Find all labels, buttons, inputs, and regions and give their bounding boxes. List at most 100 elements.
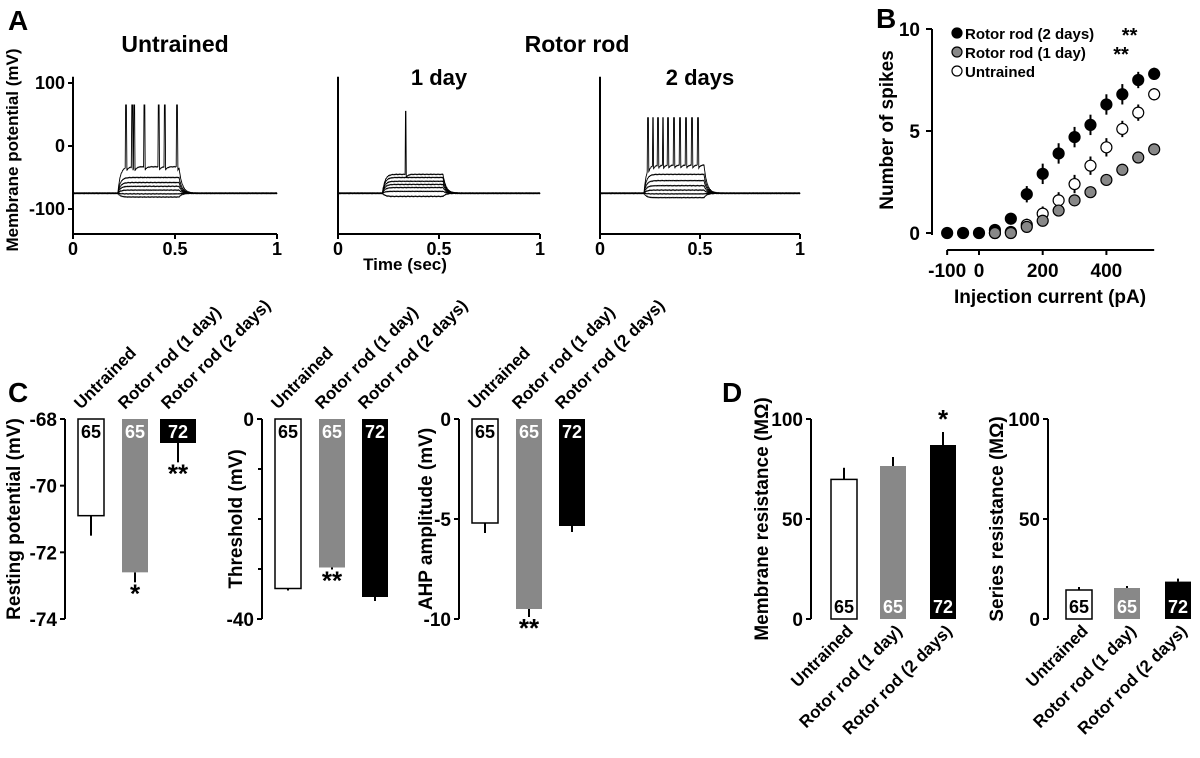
data-point (988, 226, 1002, 240)
y-tick-label: -68 (30, 410, 57, 431)
data-point (1084, 159, 1097, 172)
data-point (1068, 131, 1081, 144)
data-point (1036, 167, 1049, 180)
data-point (1004, 226, 1017, 240)
legend-marker (951, 27, 963, 39)
n-count-label: 65 (81, 422, 101, 442)
data-point (1068, 177, 1081, 191)
y-tick-label: 5 (909, 122, 920, 143)
n-count-label: 65 (1117, 597, 1137, 617)
x-tick-label: -100 (928, 261, 966, 282)
panel-label-d: D (722, 377, 742, 408)
voltage-trace (72, 176, 278, 195)
x-tick-label: 0.5 (687, 239, 712, 259)
data-point (1068, 194, 1081, 207)
y-axis-label: Membrane resistance (MΩ) (752, 397, 773, 640)
y-axis-label: AHP amplitude (mV) (416, 428, 437, 610)
data-point (1084, 118, 1097, 131)
n-count-label: 65 (519, 422, 539, 442)
x-tick-label: 0 (333, 239, 343, 259)
data-point (1052, 204, 1065, 217)
significance-stars: ** (519, 613, 540, 643)
n-label-background (160, 419, 196, 443)
n-count-label: 65 (125, 422, 145, 442)
data-point (972, 226, 986, 240)
x-tick-label: 200 (1027, 261, 1059, 282)
data-point (1132, 73, 1145, 87)
x-tick-label: 0 (974, 261, 985, 282)
bar (77, 418, 105, 517)
data-point (1052, 194, 1065, 207)
bar (1065, 589, 1093, 620)
y-axis-label: Threshold (mV) (226, 449, 247, 588)
data-point (1148, 143, 1161, 156)
voltage-trace (72, 104, 278, 195)
data-point (1020, 220, 1033, 233)
bar (274, 418, 302, 590)
voltage-trace (72, 181, 278, 195)
y-axis-label: Number of spikes (877, 50, 898, 209)
data-point (1116, 122, 1129, 136)
data-point (956, 226, 970, 240)
n-count-label: 65 (475, 422, 495, 442)
significance-stars: ** (1122, 25, 1138, 47)
bar (516, 419, 542, 609)
x-tick-label: 0.5 (162, 239, 187, 259)
data-point (1100, 98, 1113, 111)
y-tick-label: -74 (30, 610, 58, 631)
x-tick-label: 0.5 (426, 239, 451, 259)
y-tick-label: -70 (30, 477, 57, 498)
n-count-label: 72 (365, 422, 385, 442)
data-point (1132, 106, 1145, 119)
y-tick-label: -5 (434, 510, 451, 531)
trace-title: 1 day (411, 65, 468, 90)
rotor-rod-group-header: Rotor rod (525, 31, 630, 57)
panel-label-b: B (876, 3, 896, 34)
significance-stars: * (130, 578, 141, 608)
bar (362, 419, 388, 597)
significance-stars: ** (168, 458, 189, 488)
x-tick-label: 1 (272, 239, 282, 259)
bar (1114, 588, 1140, 619)
data-point (1100, 173, 1113, 187)
legend-label: Rotor rod (2 days) (965, 26, 1094, 43)
bar (122, 419, 148, 573)
y-tick-label: -100 (29, 199, 65, 219)
significance-stars: ** (322, 566, 343, 596)
legend-label: Untrained (965, 64, 1035, 81)
n-count-label: 72 (562, 422, 582, 442)
voltage-trace (599, 179, 801, 195)
bar (1165, 581, 1191, 619)
data-point (1116, 163, 1129, 176)
legend-label: Rotor rod (1 day) (965, 45, 1086, 62)
y-tick-label: -72 (30, 543, 57, 564)
y-tick-label: 0 (909, 224, 920, 245)
bar (880, 466, 906, 619)
n-count-label: 72 (933, 597, 953, 617)
y-tick-label: 0 (55, 136, 65, 156)
voltage-trace (337, 110, 541, 195)
bar (319, 419, 345, 568)
data-point (941, 226, 954, 240)
y-tick-label: 100 (771, 410, 803, 431)
x-axis-label: Time (sec) (363, 255, 447, 274)
legend-marker (951, 65, 963, 77)
y-axis-label: Series resistance (MΩ) (987, 416, 1008, 621)
data-point (1084, 186, 1097, 199)
data-point (1148, 67, 1161, 80)
data-point (1116, 88, 1129, 101)
data-point (1100, 141, 1113, 154)
bar (930, 445, 956, 619)
y-tick-label: -10 (424, 610, 451, 631)
panel-label-c: C (8, 377, 28, 408)
y-tick-label: 50 (782, 510, 803, 531)
x-axis-label: Injection current (pA) (954, 287, 1146, 308)
significance-stars: ** (1113, 44, 1129, 66)
y-tick-label: 0 (243, 410, 254, 431)
bar (559, 419, 585, 526)
data-point (1020, 188, 1033, 201)
x-tick-label: 1 (535, 239, 545, 259)
bar (471, 418, 499, 524)
x-tick-label: 400 (1091, 261, 1123, 282)
